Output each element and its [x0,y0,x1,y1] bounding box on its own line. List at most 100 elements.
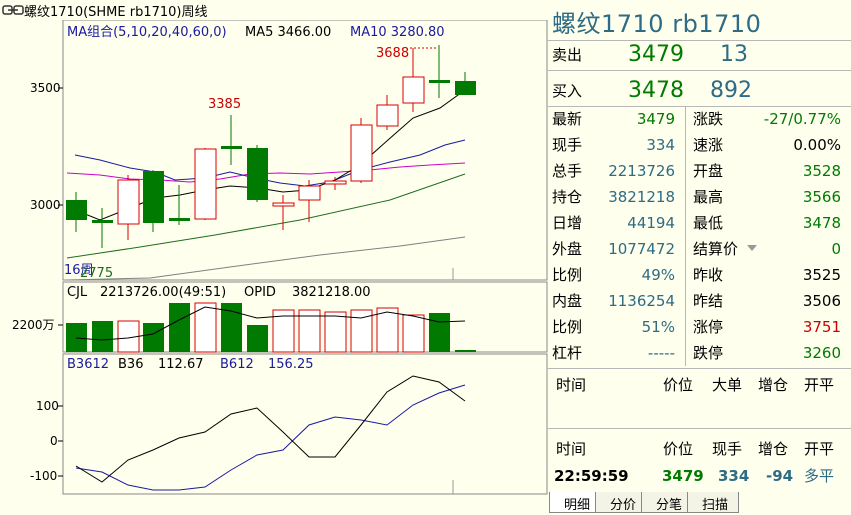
stat-value: 3821218 [608,188,675,206]
b612-legend: B612 [220,357,254,372]
b36-value: 112.67 [158,357,204,372]
quote-panel: 螺纹1710 rb1710 卖出 3479 13 买入 3478 892 最新 … [548,0,851,515]
candle [298,185,321,201]
candle [221,146,242,149]
volume-bar [194,302,217,353]
candle [455,81,476,95]
stat-row: 比例 51% 涨停 3751 [548,314,851,340]
stat-label: 比例 [552,266,583,284]
ask-row[interactable]: 卖出 3479 13 [548,42,851,68]
stat-label: 昨收 [693,266,724,284]
stat-label: 现手 [552,136,583,154]
window-title-bar: 螺纹1710(SHME rb1710)周线 [0,0,548,20]
period-label: 16周 [64,263,94,278]
stat-value: 0.00% [793,136,841,154]
header-price: 价位 [663,376,694,394]
stat-label: 结算价 [693,240,739,258]
stat-label: 持仓 [552,188,583,206]
chart-area[interactable]: 3500 3000 MA组合(5,10,20,40,60,0) MA5 3466… [0,19,548,495]
volume-bar [247,325,268,352]
tab-scan[interactable]: 扫描 [687,492,740,513]
chevron-down-icon[interactable] [747,245,757,251]
volume-bar [455,350,476,352]
link-icon[interactable] [2,4,24,16]
stat-value: 3566 [802,188,841,206]
ma-legend: MA组合(5,10,20,40,60,0) [67,25,227,40]
candle [117,179,140,225]
candle [66,200,87,220]
opid-line [75,306,466,341]
bid-label: 买入 [552,82,583,100]
stat-value: 3479 [636,110,675,128]
header-time: 时间 [556,440,587,458]
header-oi: 增仓 [758,440,789,458]
b612-line [75,384,466,491]
candle [402,76,425,104]
stat-value: ----- [647,344,675,362]
stat-row: 杠杆 ----- 跌停 3260 [548,340,851,366]
volume-bar [92,321,113,352]
tick-price: 3479 [662,467,704,485]
low-annotation: 2775 [80,266,113,281]
volume-bar [324,311,347,353]
volume-bar [429,313,450,352]
b612-value: 156.25 [268,357,314,372]
mid-annotation: 3385 [208,97,241,112]
candle [376,104,399,127]
window-title: 螺纹1710(SHME rb1710)周线 [24,4,208,20]
candle [169,218,190,221]
stat-row: 内盘 1136254 昨结 3506 [548,288,851,314]
stat-label: 内盘 [552,292,583,310]
stat-row: 现手 334 速涨 0.00% [548,132,851,158]
tab-price-dist[interactable]: 分价 [595,492,648,513]
candle [143,171,164,223]
header-flag: 开平 [804,376,835,394]
header-time: 时间 [556,376,587,394]
volume-bar [376,307,399,353]
stat-label: 开盘 [693,162,724,180]
cjl-legend: CJL [67,285,88,300]
volume-bar [221,303,242,352]
stat-label: 速涨 [693,136,724,154]
b36-line [75,375,466,483]
bias-axis-minus100: -100 [30,469,57,483]
stat-value: 1136254 [608,292,675,310]
stat-value: 0 [831,240,841,258]
stat-label: 涨停 [693,318,724,336]
tick-row[interactable]: 22:59:59 3479 334 -94 多平 [548,463,851,489]
stat-value: 3528 [802,162,841,180]
volume-axis-label: 2200万 [12,318,55,332]
tab-detail[interactable]: 明细 [549,492,602,513]
stat-label: 最低 [693,214,724,232]
b3612-legend: B3612 [67,357,109,372]
stat-value: 1077472 [608,240,675,258]
price-axis-label-3500: 3500 [30,81,61,95]
ma40-line [66,173,466,259]
stat-value: 3751 [802,318,841,336]
tick-hand: 334 [718,467,750,485]
stat-label: 昨结 [693,292,724,310]
stat-value: 44194 [627,214,675,232]
stat-label: 日增 [552,214,583,232]
stat-label: 杠杆 [552,344,583,362]
stat-label: 跌停 [693,344,724,362]
stat-value: 49% [641,266,675,284]
stat-row: 比例 49% 昨收 3525 [548,262,851,288]
big-trades-header: 时间 价位 大单 增仓 开平 [548,372,851,398]
tab-ticks[interactable]: 分笔 [641,492,694,513]
stat-value: -27/0.77% [763,110,841,128]
stat-label: 外盘 [552,240,583,258]
opid-legend: OPID [244,285,276,300]
stat-value: 3260 [802,344,841,362]
tick-time: 22:59:59 [554,467,629,485]
kline-chart[interactable]: 3500 3000 MA组合(5,10,20,40,60,0) MA5 3466… [0,19,548,495]
instrument-title: 螺纹1710 rb1710 [552,10,762,38]
header-oi: 增仓 [758,376,789,394]
header-big: 大单 [712,376,743,394]
candle [92,220,113,223]
volume-bar [298,309,321,353]
ask-qty: 13 [720,42,748,67]
stat-label: 最高 [693,188,724,206]
bid-row[interactable]: 买入 3478 892 [548,78,851,104]
ma60-line [66,236,466,281]
